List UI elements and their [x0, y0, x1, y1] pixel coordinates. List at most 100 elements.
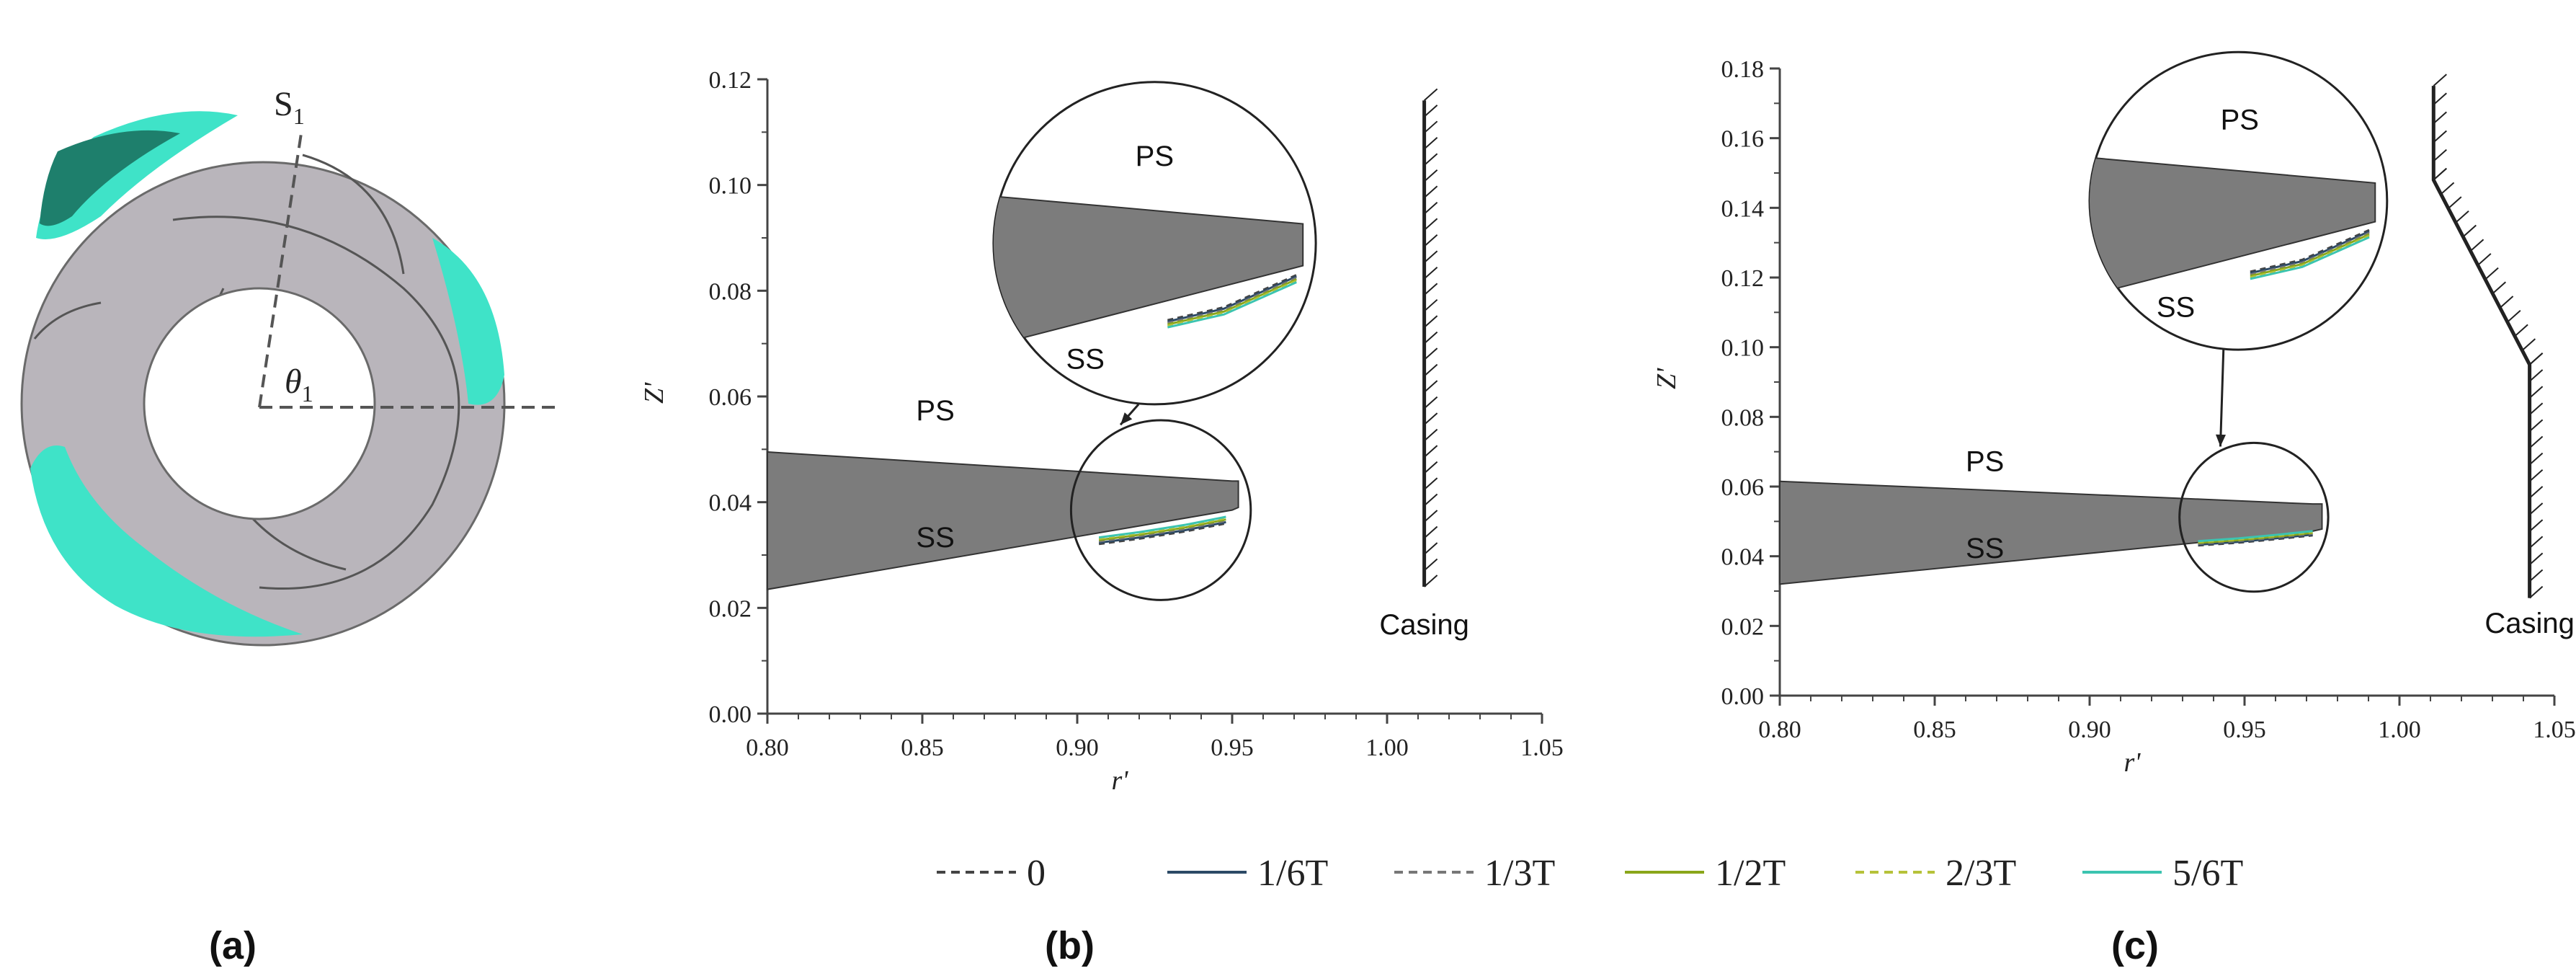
panel-b-xlabel: r' [1112, 766, 1129, 796]
panel-b-ps-label: PS [916, 395, 954, 427]
casing-hatch [2507, 309, 2521, 323]
blade-edge-1 [33, 301, 102, 340]
y-tick-label: 0.00 [709, 701, 752, 728]
panel-b-zoom-inset [992, 81, 1317, 426]
zoom-arrow-head [2215, 434, 2226, 447]
legend-label-2-3T: 2/3T [1946, 853, 2016, 894]
zoom-cavity-line-1-3T [2250, 231, 2370, 276]
casing-hatch [2528, 452, 2544, 466]
panel-b-ylabel: Z' [639, 382, 669, 404]
panel-c-plot [1779, 74, 2544, 599]
casing-hatch [1423, 88, 1438, 102]
y-tick-label: 0.04 [1721, 544, 1765, 571]
panel-c-ss-label: SS [1966, 533, 2004, 564]
casing-hatch [1423, 218, 1438, 231]
blade-section [1779, 480, 2323, 585]
theta1-label: θ1 [285, 363, 313, 407]
panel-c-zoom-ss-label: SS [2157, 292, 2195, 324]
casing-hatch [2528, 519, 2544, 532]
zoom-arrow-head [1120, 412, 1133, 425]
casing-hatch [1423, 315, 1438, 328]
x-tick-label: 0.95 [2223, 717, 2266, 743]
casing-hatch [1423, 445, 1438, 458]
casing-hatch [2462, 224, 2477, 238]
casing-hatch [2455, 210, 2469, 223]
casing-hatch [1423, 137, 1438, 150]
panel-a: S1 θ1 (a) [20, 85, 555, 967]
casing-hatch [2528, 352, 2544, 365]
casing-hatch [2514, 324, 2528, 337]
casing-hatch [1423, 542, 1438, 555]
casing-hatch [1423, 574, 1438, 587]
casing-hatch [2448, 196, 2462, 209]
zoom-cavity-line-1-6T [1167, 275, 1297, 323]
y-tick-label: 0.10 [1721, 335, 1765, 362]
casing-hatch [1423, 105, 1438, 117]
casing-hatch [2521, 338, 2536, 351]
panel-b-plot [767, 88, 1438, 601]
casing-hatch [1423, 331, 1438, 345]
s1-axis-line [258, 133, 303, 408]
casing-hatch [1423, 153, 1438, 167]
casing-hatch [2477, 253, 2492, 266]
y-tick-label: 0.18 [1721, 56, 1765, 83]
casing-hatch [2492, 281, 2506, 295]
casing-hatch [2433, 167, 2447, 181]
casing-hatch [2528, 469, 2544, 482]
y-tick-label: 0.12 [1721, 265, 1765, 292]
casing-hatch [2499, 296, 2514, 309]
y-tick-label: 0.00 [1721, 683, 1765, 710]
zoom-cavity-line-5-6T [2250, 236, 2370, 280]
casing-hatch [1423, 120, 1438, 134]
zoom-content [2090, 155, 2376, 301]
panel-c-zoom-inset [2088, 50, 2389, 447]
panel-c-ylabel: Z' [1652, 368, 1682, 389]
casing-hatch [1423, 283, 1438, 296]
zoom-cavity-line-2-3T [2250, 234, 2370, 279]
panel-b-ss-label: SS [916, 522, 954, 554]
y-tick-label: 0.02 [709, 595, 752, 622]
casing-hatch [1423, 412, 1438, 425]
y-tick-label: 0.06 [1721, 474, 1765, 501]
casing-hatch [2484, 267, 2499, 280]
panel-label-a: (a) [209, 924, 257, 967]
legend-label-1-2T: 1/2T [1715, 853, 1786, 894]
cavity-region-right [432, 238, 504, 405]
y-tick-label: 0.12 [709, 67, 752, 94]
x-tick-label: 1.00 [2378, 717, 2421, 743]
casing-hatch [1423, 461, 1438, 474]
cavity-line-0 [1098, 522, 1226, 546]
zoom-cavity-line-1-2T [1167, 278, 1297, 326]
zoom-cavity-line-1-2T [2250, 233, 2370, 278]
legend-label-5-6T: 5/6T [2172, 853, 2243, 894]
casing-hatch [1423, 380, 1438, 393]
y-tick-label: 0.06 [709, 384, 752, 411]
zoom-cavity-line-0 [2250, 229, 2370, 273]
casing-hatch [1423, 347, 1438, 360]
x-tick-label: 0.85 [901, 735, 944, 761]
panel-c-casing-label: Casing [2484, 608, 2575, 639]
zoom-blade [993, 194, 1304, 351]
x-tick-label: 0.95 [1211, 735, 1254, 761]
blade-edge-4 [302, 154, 405, 275]
panel-label-b: (b) [1045, 924, 1095, 967]
cavity-region-bottom-left [30, 445, 303, 637]
casing-hatch [1423, 525, 1438, 539]
casing-hatch [2433, 130, 2447, 143]
casing-hatch [2528, 386, 2544, 399]
casing-hatch [2528, 486, 2544, 499]
panel-b-axes: 0.80 0.85 0.90 0.95 1.00 1.05 0.00 0.02 0.04 0.06… [709, 67, 1564, 761]
casing-hatch [1423, 477, 1438, 490]
panel-b-zoom-ps-label: PS [1136, 141, 1174, 172]
y-tick-label: 0.08 [709, 278, 752, 305]
panel-c-zoom-ps-label: PS [2221, 105, 2259, 136]
blade-edge-2 [172, 216, 460, 590]
casing-hatch [2528, 435, 2544, 449]
x-tick-label: 1.05 [2533, 717, 2576, 743]
y-tick-label: 0.14 [1721, 195, 1765, 222]
casing-hatch [1423, 185, 1438, 199]
panel-label-c: (c) [2111, 924, 2159, 967]
panel-b-casing-label: Casing [1379, 609, 1469, 641]
x-tick-label: 0.80 [1758, 717, 1801, 743]
